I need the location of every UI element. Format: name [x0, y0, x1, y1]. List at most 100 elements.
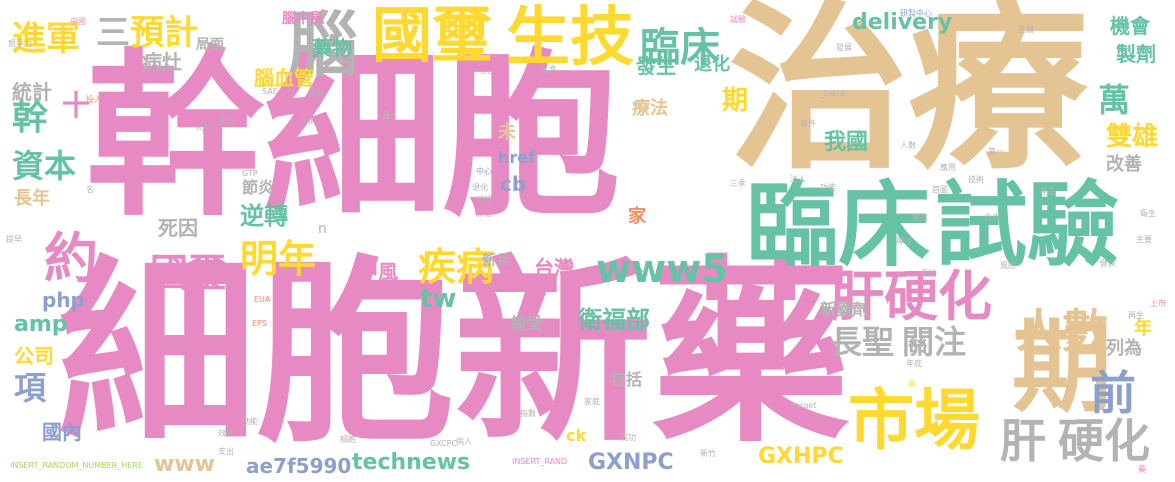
word-cloud-term: EPS [252, 319, 267, 328]
word-cloud-term: 高 [908, 379, 916, 388]
word-cloud-term: 療效 [912, 213, 928, 222]
word-cloud-term: 事件 [800, 119, 816, 128]
word-cloud-term: 十 [62, 89, 91, 122]
word-cloud-term: 衛生 [1140, 209, 1156, 218]
word-cloud-term: 技術 [968, 175, 984, 184]
word-cloud-term: tw [420, 284, 457, 314]
word-cloud-term: 提早 [6, 235, 22, 244]
word-cloud-term: technews [352, 450, 471, 475]
word-cloud-term: 約 [44, 227, 98, 290]
word-cloud-term: 萬 [1098, 81, 1131, 119]
word-cloud-term: 退化 [694, 54, 730, 75]
word-cloud-term: EUA [254, 295, 271, 304]
word-cloud-term: 幹細胞 [86, 33, 620, 240]
word-cloud-term: 長聖 [830, 323, 895, 361]
word-cloud-term: 列為 [1106, 338, 1142, 359]
word-cloud-term: 期 [722, 86, 749, 116]
word-cloud-term: 臨床 [640, 25, 720, 71]
word-cloud-term: n [318, 221, 327, 237]
word-cloud-term: 人數 [1016, 304, 1108, 358]
word-cloud-term: 法人 [790, 175, 806, 184]
word-cloud-term: 資料 [920, 269, 936, 278]
word-cloud-term: 上市 [1150, 299, 1166, 308]
word-cloud-term: 競爭力 [8, 39, 32, 48]
word-cloud-term: 生醫 [1018, 25, 1034, 34]
word-cloud-term: 改善 [1106, 154, 1142, 175]
word-cloud-term: 家 [628, 206, 646, 227]
word-cloud-term: 三 [96, 13, 130, 53]
word-cloud-term: 試驗 [935, 172, 1120, 279]
word-cloud-term: 國璽 [150, 251, 227, 295]
word-cloud-term: 年底 [906, 359, 922, 368]
word-cloud-term: ae7f5990 [246, 454, 352, 478]
word-cloud-term: 功能 [820, 183, 836, 192]
word-cloud-term: 首圖 [932, 185, 948, 194]
word-cloud-term: 病灶 [142, 50, 182, 74]
word-cloud-term: 藥物 [312, 36, 352, 60]
word-cloud-term: target [792, 401, 817, 410]
word-cloud-term: INSERT_RAND [512, 457, 568, 466]
word-cloud-term: 我國 [824, 130, 869, 155]
word-cloud-term: 疾病 [418, 245, 495, 289]
word-cloud-term: href [498, 148, 536, 167]
word-cloud-term: 預計 [130, 13, 198, 53]
word-cloud-term: 備受 [510, 314, 543, 333]
word-cloud-term: 逆轉 [240, 202, 288, 230]
word-cloud-term: 動能 [242, 417, 258, 426]
word-cloud-term: 衛福部 [578, 306, 650, 334]
word-cloud-term: 明年 [240, 237, 317, 281]
word-cloud-term: 產品 [1040, 187, 1056, 196]
word-cloud-term: 項 [14, 369, 47, 407]
word-cloud-term: 節炎 [242, 178, 275, 197]
word-cloud-term: 前 [1090, 366, 1136, 420]
word-cloud-term: 臨床 [746, 172, 931, 279]
word-cloud-term: GTP [242, 169, 258, 178]
word-cloud-term: 公司 [14, 344, 54, 368]
word-cloud-term: 國城 [218, 117, 234, 126]
word-cloud-term: 年 [1134, 318, 1152, 339]
word-cloud-term: 健保 [1100, 259, 1116, 268]
word-cloud-term: amp [14, 312, 68, 337]
word-cloud-term: 資本 [12, 147, 77, 185]
word-cloud-term: 經濟 [540, 65, 556, 74]
word-cloud-term: 藥 [1138, 465, 1146, 474]
word-cloud-term: _blank [820, 89, 846, 98]
word-cloud-term: 新藥劑 [820, 300, 869, 319]
word-cloud-term: 退化 [472, 183, 488, 192]
word-cloud-term: 新兵 [482, 253, 510, 269]
word-cloud-term: 包括 [610, 370, 643, 389]
word-cloud-term: 肝 [1000, 414, 1046, 468]
word-cloud-term: 效果 [218, 429, 234, 438]
word-cloud-term: 腦中風 [282, 11, 324, 27]
word-cloud-term: SAE [262, 87, 278, 96]
word-cloud-term: delivery [852, 10, 953, 35]
word-cloud-term: 可望 [476, 195, 492, 204]
word-cloud-term: a [382, 107, 391, 123]
word-cloud-term: 進軍 [12, 19, 80, 59]
word-cloud-term: 發生 [636, 54, 676, 78]
word-cloud-term: 成功 [620, 433, 636, 442]
word-cloud-term: 再生 [1128, 311, 1144, 320]
word-cloud-term: 機會 [1110, 14, 1150, 38]
word-cloud-term: 新竹 [700, 449, 716, 458]
word-cloud-term: 市場 [848, 382, 980, 459]
word-cloud-term: 風險 [1000, 261, 1016, 270]
word-cloud-term: 評估 [476, 209, 492, 218]
word-cloud-term: php [42, 288, 85, 312]
word-cloud-term: www [154, 452, 215, 477]
word-cloud-term: 投入 [86, 95, 102, 104]
word-cloud-term: 第一 [988, 147, 1004, 156]
word-cloud-term: 死因 [158, 216, 198, 240]
word-cloud-term: 研製中心 [900, 9, 932, 18]
word-cloud-term: 統計 [12, 80, 52, 104]
word-cloud-term: 應用 [940, 163, 956, 172]
word-cloud-term: 發展 [836, 43, 852, 52]
word-cloud-term: 療法 [632, 98, 668, 119]
word-cloud-term: 治療 [728, 0, 1089, 194]
word-cloud-term: 肝硬化 [830, 265, 992, 328]
word-cloud-term: 未 [498, 122, 516, 143]
word-cloud-term: 支出 [218, 447, 234, 456]
word-cloud-term: 幹 [12, 97, 49, 138]
word-cloud-term: 中國 [70, 17, 86, 26]
